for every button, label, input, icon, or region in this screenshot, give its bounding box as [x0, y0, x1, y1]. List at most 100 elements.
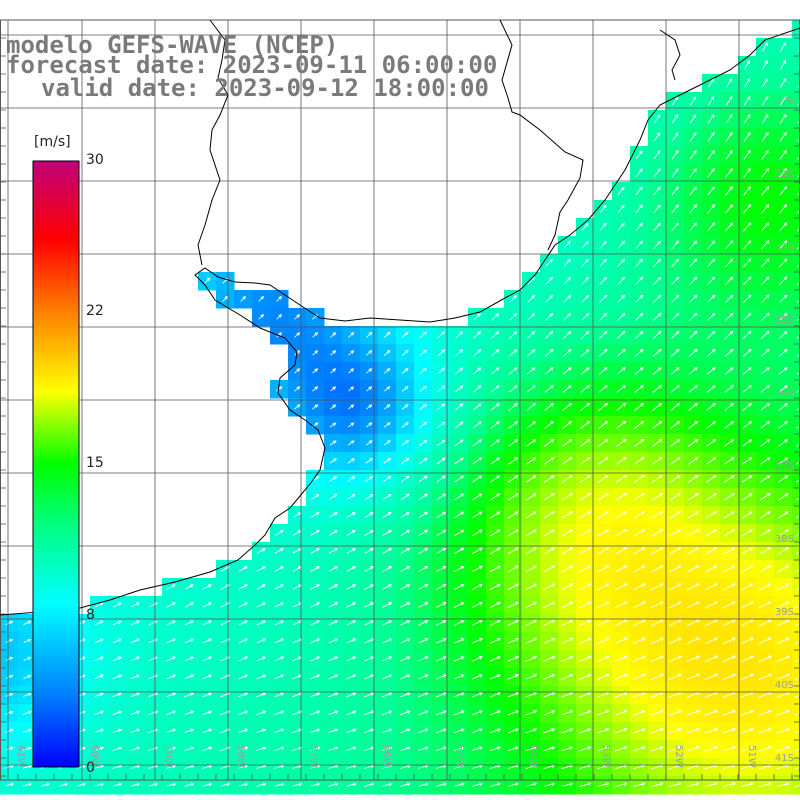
- wind-arrow: [507, 692, 520, 698]
- wind-arrow: [668, 746, 682, 752]
- wind-arrow: [508, 421, 519, 429]
- wind-arrow: [348, 331, 355, 338]
- wind-arrow: [418, 511, 429, 519]
- wind-arrow: [653, 258, 662, 268]
- field-cell: [792, 344, 800, 363]
- wind-arrow: [507, 637, 520, 644]
- wind-arrow: [650, 655, 664, 663]
- wind-arrow: [383, 349, 391, 356]
- field-cell: [792, 218, 800, 237]
- wind-arrow: [238, 710, 249, 716]
- wind-arrow: [780, 60, 786, 70]
- wind-arrow: [796, 407, 800, 411]
- colorbar-unit: [m/s]: [34, 134, 71, 150]
- wind-arrow: [310, 548, 320, 554]
- wind-arrow: [526, 403, 536, 411]
- wind-arrow: [382, 656, 393, 662]
- wind-arrow: [94, 620, 104, 626]
- wind-arrow: [76, 782, 87, 787]
- wind-arrow: [418, 710, 429, 716]
- wind-arrow: [112, 638, 122, 644]
- field-cell: [792, 308, 800, 327]
- wind-arrow: [471, 728, 483, 734]
- wind-arrow: [471, 656, 483, 662]
- wind-arrow: [544, 384, 554, 393]
- wind-arrow: [668, 601, 682, 609]
- wind-arrow: [704, 727, 718, 734]
- wind-arrow: [419, 349, 427, 357]
- wind-arrow: [184, 728, 195, 734]
- wind-arrow: [489, 637, 502, 644]
- wind-arrow: [669, 456, 681, 465]
- wind-arrow: [525, 493, 537, 501]
- wind-arrow: [776, 655, 790, 663]
- wind-arrow: [704, 601, 718, 609]
- field-cell: [792, 434, 800, 453]
- wind-arrow: [653, 222, 661, 232]
- wind-arrow: [597, 655, 610, 662]
- wind-arrow: [525, 782, 538, 787]
- wind-arrow: [706, 384, 716, 393]
- wind-arrow: [632, 691, 646, 698]
- wind-arrow: [276, 295, 283, 302]
- wind-arrow: [312, 404, 319, 410]
- wind-arrow: [797, 245, 800, 250]
- wind-arrow: [490, 475, 501, 483]
- wind-arrow: [562, 438, 573, 447]
- wind-arrow: [294, 314, 301, 320]
- wind-arrow: [366, 349, 373, 356]
- wind-arrow: [526, 439, 537, 447]
- lon-label: 61W: [15, 745, 26, 768]
- wind-arrow: [579, 456, 591, 465]
- wind-arrow: [760, 240, 770, 250]
- wind-arrow: [383, 475, 392, 482]
- wind-arrow: [777, 493, 789, 501]
- wind-arrow: [112, 782, 123, 787]
- wind-arrow: [419, 367, 427, 375]
- wind-arrow: [762, 60, 768, 70]
- field-cell: [792, 452, 800, 471]
- wind-arrow: [704, 746, 719, 752]
- longitude-labels: 61W 60W 59W 58W 57W 56W 55W 54W 53W 52W 51W: [15, 745, 757, 768]
- wind-arrow: [400, 746, 411, 752]
- wind-arrow: [346, 638, 357, 644]
- wind-arrow: [651, 474, 663, 483]
- colorbar-tick-8: 8: [86, 607, 95, 623]
- wind-arrow: [184, 692, 195, 698]
- field-cell: [792, 56, 800, 75]
- wind-arrow: [454, 547, 465, 555]
- field-cell: [792, 380, 800, 399]
- wind-arrow: [689, 150, 697, 160]
- wind-arrow: [633, 474, 645, 483]
- wind-arrow: [256, 674, 267, 680]
- wind-arrow: [670, 420, 681, 429]
- wind-arrow: [580, 420, 591, 429]
- field-cell: [792, 92, 800, 111]
- wind-arrow: [365, 476, 374, 482]
- wind-arrow: [722, 583, 736, 591]
- valid-date: valid date: 2023-09-12 18:00:00: [41, 74, 489, 102]
- wind-arrow: [779, 95, 787, 106]
- wind-arrow: [401, 367, 409, 374]
- wind-arrow: [561, 547, 574, 555]
- wind-arrow: [722, 673, 737, 681]
- wind-arrow: [688, 330, 698, 339]
- wind-arrow: [436, 511, 447, 519]
- wind-arrow: [347, 494, 356, 500]
- wind-arrow: [563, 294, 572, 303]
- wind-arrow: [760, 457, 771, 465]
- wind-arrow: [293, 404, 301, 410]
- wind-arrow: [598, 384, 608, 393]
- wind-arrow: [614, 619, 628, 627]
- wind-arrow: [473, 385, 482, 393]
- field-cell: [792, 146, 800, 165]
- wind-arrow: [633, 511, 646, 519]
- wind-arrow: [328, 584, 339, 590]
- wind-arrow: [688, 421, 699, 429]
- wind-arrow: [238, 674, 249, 680]
- wind-arrow: [705, 529, 718, 537]
- wind-arrow: [760, 276, 770, 286]
- wind-arrow: [94, 746, 105, 751]
- wind-arrow: [761, 113, 769, 124]
- wind-arrow: [599, 222, 607, 231]
